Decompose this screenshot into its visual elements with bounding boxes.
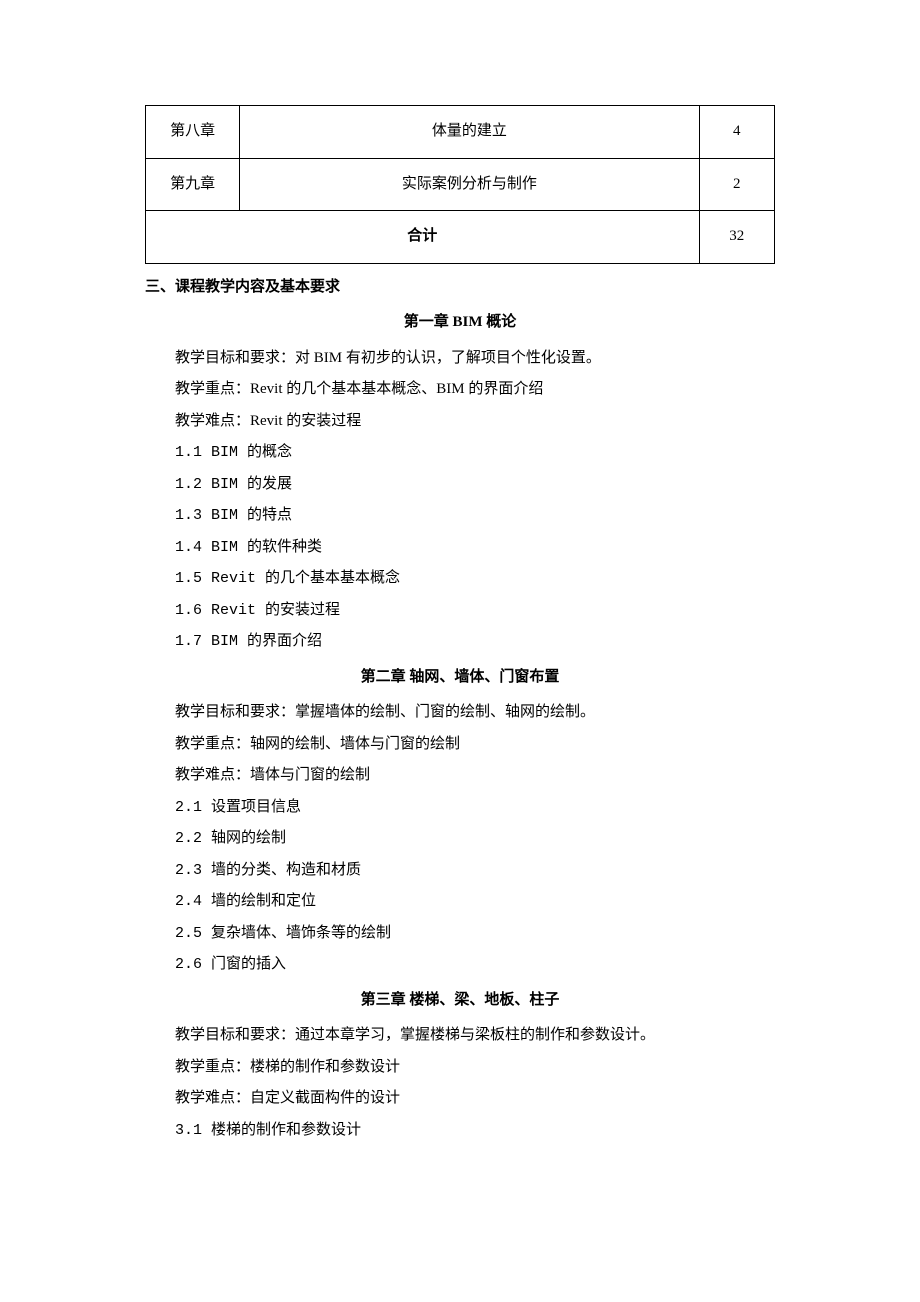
list-item: 1.6 Revit 的安装过程	[145, 595, 775, 627]
chapter-cell: 第八章	[146, 106, 240, 159]
list-item: 1.3 BIM 的特点	[145, 500, 775, 532]
teaching-difficulty: 教学难点：墙体与门窗的绘制	[145, 760, 775, 792]
list-item: 1.4 BIM 的软件种类	[145, 532, 775, 564]
teaching-focus: 教学重点：Revit 的几个基本基本概念、BIM 的界面介绍	[145, 374, 775, 406]
list-item: 3.1 楼梯的制作和参数设计	[145, 1115, 775, 1147]
chapter-cell: 第九章	[146, 158, 240, 211]
teaching-focus: 教学重点：楼梯的制作和参数设计	[145, 1052, 775, 1084]
teaching-goal: 教学目标和要求：对 BIM 有初步的认识，了解项目个性化设置。	[145, 343, 775, 375]
teaching-goal: 教学目标和要求：掌握墙体的绘制、门窗的绘制、轴网的绘制。	[145, 697, 775, 729]
hours-cell: 2	[699, 158, 774, 211]
table-total-row: 合计 32	[146, 211, 775, 264]
teaching-focus: 教学重点：轴网的绘制、墙体与门窗的绘制	[145, 729, 775, 761]
list-item: 1.5 Revit 的几个基本基本概念	[145, 563, 775, 595]
list-item: 1.2 BIM 的发展	[145, 469, 775, 501]
title-cell: 实际案例分析与制作	[240, 158, 699, 211]
list-item: 2.5 复杂墙体、墙饰条等的绘制	[145, 918, 775, 950]
chapter-hours-table: 第八章 体量的建立 4 第九章 实际案例分析与制作 2 合计 32	[145, 105, 775, 264]
table-row: 第九章 实际案例分析与制作 2	[146, 158, 775, 211]
hours-cell: 4	[699, 106, 774, 159]
list-item: 2.4 墙的绘制和定位	[145, 886, 775, 918]
list-item: 2.6 门窗的插入	[145, 949, 775, 981]
teaching-difficulty: 教学难点：Revit 的安装过程	[145, 406, 775, 438]
total-hours-cell: 32	[699, 211, 774, 264]
chapter-title: 第二章 轴网、墙体、门窗布置	[145, 662, 775, 694]
list-item: 1.1 BIM 的概念	[145, 437, 775, 469]
total-label-cell: 合计	[146, 211, 700, 264]
list-item: 2.3 墙的分类、构造和材质	[145, 855, 775, 887]
chapter-title: 第一章 BIM 概论	[145, 307, 775, 339]
list-item: 1.7 BIM 的界面介绍	[145, 626, 775, 658]
title-cell: 体量的建立	[240, 106, 699, 159]
list-item: 2.1 设置项目信息	[145, 792, 775, 824]
teaching-difficulty: 教学难点：自定义截面构件的设计	[145, 1083, 775, 1115]
chapter-title: 第三章 楼梯、梁、地板、柱子	[145, 985, 775, 1017]
list-item: 2.2 轴网的绘制	[145, 823, 775, 855]
section-heading: 三、课程教学内容及基本要求	[145, 272, 775, 304]
teaching-goal: 教学目标和要求：通过本章学习，掌握楼梯与梁板柱的制作和参数设计。	[145, 1020, 775, 1052]
table-row: 第八章 体量的建立 4	[146, 106, 775, 159]
